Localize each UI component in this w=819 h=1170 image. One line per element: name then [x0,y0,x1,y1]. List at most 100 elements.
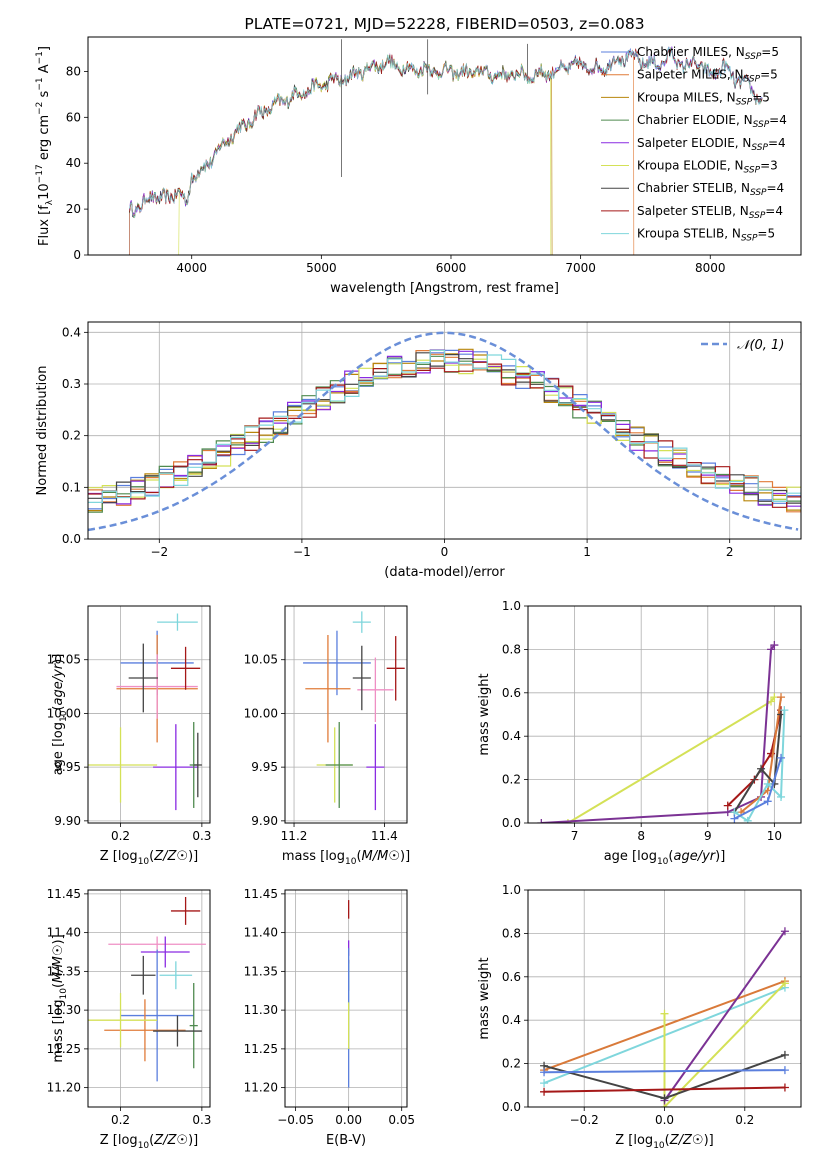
y-axis-label-part: ( [51,983,66,988]
x-tick-label: 0.2 [735,1113,754,1127]
legend-label-text: Kroupa ELODIE, N [637,159,744,173]
weight-point [660,1094,669,1103]
x-tick-label: −0.05 [277,1113,314,1127]
panel-mass_vs_Z: 0.2 0.3 11.20 11.25 11.30 11.35 11.40 11.45 Z [l… [47,887,212,1151]
legend-label-text: Chabrier MILES, N [637,45,745,59]
x-tick-label: 0.3 [192,1113,211,1127]
y-tick-label: 11.45 [47,887,81,901]
plot-area [129,39,763,255]
y-tick-label: 0.4 [502,729,521,743]
legend-label-text: Chabrier STELIB, N [637,181,750,195]
y-axis-label-part: s [37,90,52,101]
weight-point [780,979,789,988]
x-tick-label: 0.2 [111,1113,130,1127]
y-axis-label-part: ( [51,706,66,711]
y-tick-label: 0.6 [502,970,521,984]
x-axis-label-var: Z/Z☉ [153,849,188,864]
y-tick-label: 10.05 [47,653,81,667]
y-tick-label: 1.0 [502,599,521,613]
weight-point [537,819,546,823]
y-tick-label: 0.2 [502,1057,521,1071]
legend-label-suffix: =4 [769,113,787,127]
legend-label-suffix: =5 [752,90,770,104]
weight-point [763,779,772,788]
panel-mass_vs_EBV: −0.05 0.00 0.05 11.20 11.25 11.30 11.35 11.40 11… [244,887,415,1148]
weight-point [780,927,789,936]
weight-point [777,792,786,801]
y-axis-label-part: mass [log [51,999,66,1062]
weight-point [763,797,772,806]
x-tick-label: 0.00 [335,1113,362,1127]
panel-residuals: 𝒩(0, 1) −2 −1 0 1 2 0.0 0.1 0.2 0.3 0.4 (data-model… [35,321,802,580]
histogram-salpeter_stelib [88,361,801,508]
x-axis-label-part: mass [log [282,849,345,864]
y-tick-label: 0.6 [502,686,521,700]
axes-frame [87,889,211,1108]
y-tick-label: 0.0 [502,1100,521,1114]
y-axis-label-part: 10 [37,183,52,200]
y-axis-label-part: age [log [51,722,66,775]
y-tick-label: 11.35 [47,964,81,978]
y-axis-label-part: A [37,64,52,77]
plot-area [88,331,801,532]
weight-point [723,801,732,810]
legend-label-suffix: =4 [767,181,785,195]
x-tick-label: 6000 [436,261,467,275]
x-tick-label: 11.2 [281,829,308,843]
legend-label: Chabrier ELODIE, NSSP=4 [637,113,787,130]
x-axis-label-part: Z [log [100,849,138,864]
legend-label-suffix: =4 [765,204,783,218]
legend-label-sub: SSP [745,52,762,62]
legend-label-text: Salpeter ELODIE, N [637,136,751,150]
plot-area [303,611,405,811]
y-axis-label-sub: 10 [59,988,69,1000]
x-tick-label: −2 [150,545,168,559]
weight-point [563,819,572,823]
spectrum-series-kroupa_elodie [178,54,552,255]
y-axis-label: Flux [fλ10−17 erg cm−2 s−1 A−1] [35,46,55,246]
y-axis-label: age [log10(age/yr)] [51,654,69,776]
weight-series-salpeter_elodie_line [541,644,776,823]
panel-weight_vs_Z: −0.2 0.0 0.2 0.0 0.2 0.4 0.6 0.8 1.0 Z [log10(Z/Z… [477,883,802,1151]
x-axis-label-sub: 10 [138,857,150,867]
weight-point [780,1050,789,1059]
y-tick-label: 0.2 [502,773,521,787]
x-axis-label: (data-model)/error [384,565,505,580]
y-tick-label: 0.0 [62,532,81,546]
y-tick-label: 0.1 [62,480,81,494]
x-axis-label-part: ( [665,1133,670,1148]
x-tick-label: −1 [293,545,311,559]
x-tick-label: 0 [441,545,449,559]
legend-label-suffix: =3 [760,159,778,173]
legend-label-sub: SSP [749,211,766,221]
weight-series-chabrier_stelib [733,714,782,813]
weight-series-chabrier_miles [544,1069,785,1074]
legend-label-text: Kroupa STELIB, N [637,227,741,241]
x-tick-label: 0.3 [192,829,211,843]
x-axis-label-var: M/M☉ [362,849,400,864]
x-axis-label: E(B-V) [326,1133,366,1148]
weight-point [540,1068,549,1077]
x-axis-label-part: Z [log [100,1133,138,1148]
y-axis-label: Normed distribution [35,366,50,496]
y-axis-label-part: −2 [35,102,45,115]
y-tick-label: 11.30 [47,1003,81,1017]
x-axis-label-part: )] [188,849,198,864]
legend-label-text: Salpeter STELIB, N [637,204,749,218]
legend-label-suffix: =4 [768,136,786,150]
axes-frame [284,605,408,824]
x-axis-label: Z [log10(Z/Z☉)] [100,1133,198,1151]
x-axis-label: mass [log10(M/M☉)] [282,849,410,867]
x-axis-label-var: age/yr [673,849,716,864]
x-axis-label-var: Z/Z☉ [669,1133,704,1148]
x-tick-label: 8 [637,829,645,843]
weight-point [770,641,779,650]
y-tick-label: 11.30 [244,1003,278,1017]
y-tick-label: 11.20 [47,1081,81,1095]
normal-curve [88,331,799,532]
legend-label: Chabrier STELIB, NSSP=4 [637,181,784,198]
spectrum-series-kroupa_stelib [129,46,763,219]
weight-series-salpeter_elodie_line [663,930,786,1102]
